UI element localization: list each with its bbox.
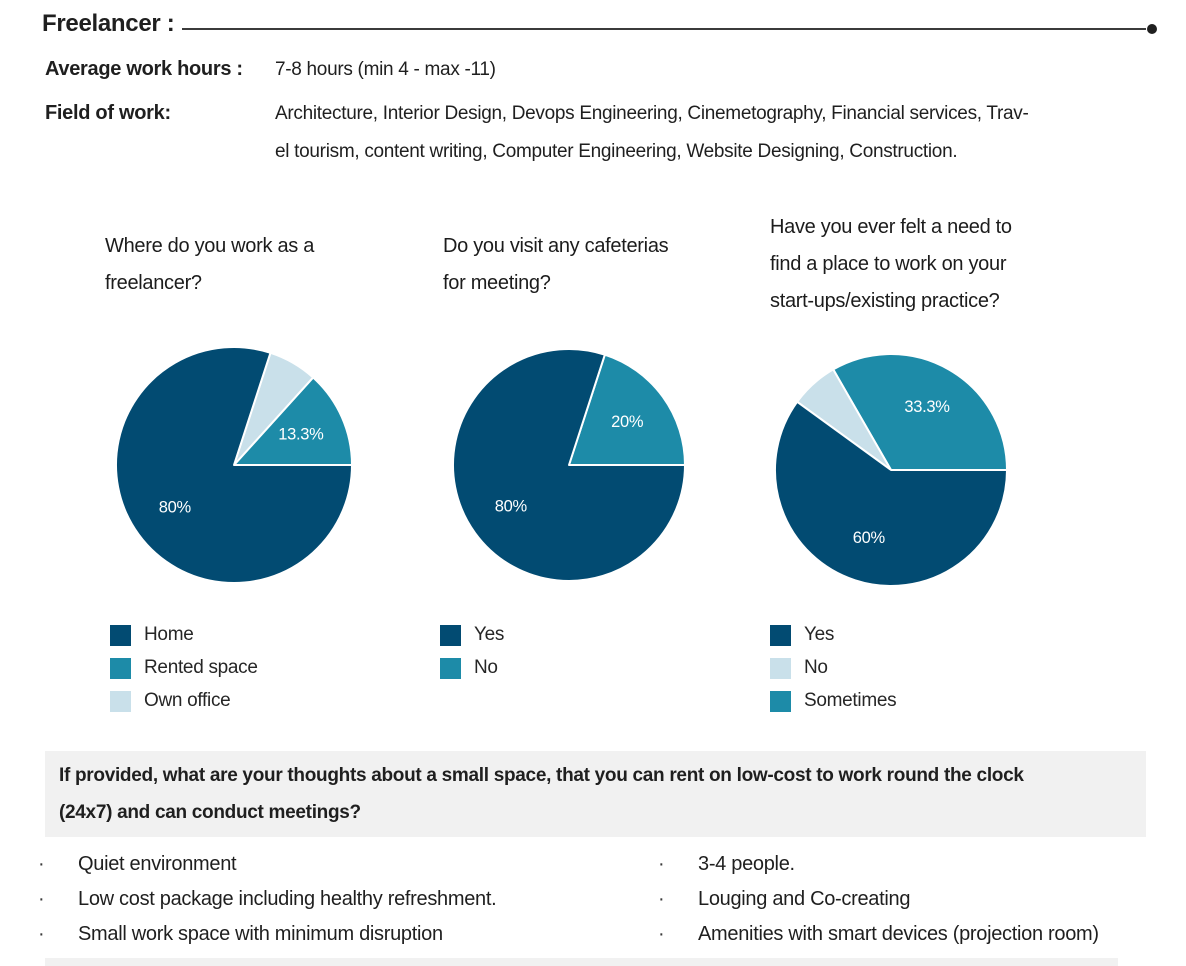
header-rule [182,28,1146,30]
legend-swatch [770,657,791,679]
bullet-list-left: · Quiet environment · Low cost package i… [38,853,618,958]
next-section-strip [45,958,1118,966]
legend-item: Own office [110,690,258,712]
legend-label: Yes [804,624,835,645]
pie-slice-label: 33.3% [904,398,950,416]
legend-item: Yes [770,624,896,646]
bullet-list-right: · 3-4 people. · Louging and Co-creating … [658,853,1178,958]
header-rule-dot [1147,24,1157,34]
pie-slice-sometimes [832,353,1008,471]
pie-slice-rented-space [233,376,353,466]
chart3-title: Have you ever felt a need to find a plac… [770,216,1012,312]
bullet-dot: · [658,923,665,945]
legend-need-place: Yes No Sometimes [770,624,897,723]
pie-slice-yes [452,348,686,582]
bullet-item: · Louging and Co-creating [658,888,911,910]
legend-swatch [770,690,791,712]
bullet-item: · 3-4 people. [658,853,795,875]
legend-item: Rented space [110,657,258,679]
bullet-dot: · [38,923,45,945]
avg-hours-label: Average work hours : [45,58,243,80]
bullet-item: · Amenities with smart devices (projecti… [658,923,1099,945]
legend-label: Sometimes [804,690,897,711]
pie-svg: 13.3% 80% [115,346,353,584]
pie-slice-label: 20% [611,413,644,431]
legend-label: No [804,657,828,678]
chart1-title: Where do you work as a freelancer? [105,235,315,294]
bullet-item: · Low cost package including healthy ref… [38,888,497,910]
pie-slice-yes [774,400,1008,587]
legend-label: Rented space [144,657,258,678]
legend-swatch [440,624,461,646]
bullet-item: · Small work space with minimum disrupti… [38,923,443,945]
question-line2: (24x7) and can conduct meetings? [59,802,361,823]
pie-chart-work-location: 13.3% 80% [113,344,355,586]
pie-slice-home [115,346,353,584]
legend-swatch [110,657,131,679]
legend-swatch [770,624,791,646]
pie-slice-label: 13.3% [278,426,324,444]
field-of-work-line2: el tourism, content writing, Computer En… [275,141,958,162]
question-box: If provided, what are your thoughts abou… [45,751,1146,837]
pie-slice-no [568,353,686,466]
legend-item: No [770,657,896,679]
pie-slice-label: 80% [495,498,528,516]
pie-slice-label: 80% [159,498,192,516]
legend-cafeterias: Yes No [440,624,504,690]
bullet-dot: · [658,853,665,875]
bullet-dot: · [658,888,665,910]
legend-work-location: Home Rented space Own office [110,624,258,723]
legend-label: Own office [144,690,231,711]
legend-label: Home [144,624,194,645]
pie-svg: 33.3% 60% [774,353,1008,587]
legend-swatch [110,690,131,712]
avg-hours-value: 7-8 hours (min 4 - max -11) [275,59,496,80]
legend-swatch [440,657,461,679]
bullet-dot: · [38,853,45,875]
pie-chart-cafeterias: 20% 80% [450,346,688,584]
legend-item: No [440,657,504,679]
bullet-item: · Quiet environment [38,853,237,875]
field-of-work-line1: Architecture, Interior Design, Devops En… [275,103,1029,124]
legend-swatch [110,624,131,646]
pie-chart-need-place: 33.3% 60% [772,351,1010,589]
legend-item: Home [110,624,258,646]
chart2-title: Do you visit any cafeterias for meeting? [443,235,669,294]
legend-item: Yes [440,624,504,646]
page-title: Freelancer : [42,10,175,37]
field-of-work-label: Field of work: [45,102,171,124]
field-of-work-value: Architecture, Interior Design, Devops En… [275,95,1029,171]
question-line1: If provided, what are your thoughts abou… [59,765,1024,786]
legend-item: Sometimes [770,690,897,712]
pie-slice-label: 60% [853,529,886,547]
pie-svg: 20% 80% [452,348,686,582]
bullet-dot: · [38,888,45,910]
legend-label: No [474,657,498,678]
legend-label: Yes [474,624,505,645]
